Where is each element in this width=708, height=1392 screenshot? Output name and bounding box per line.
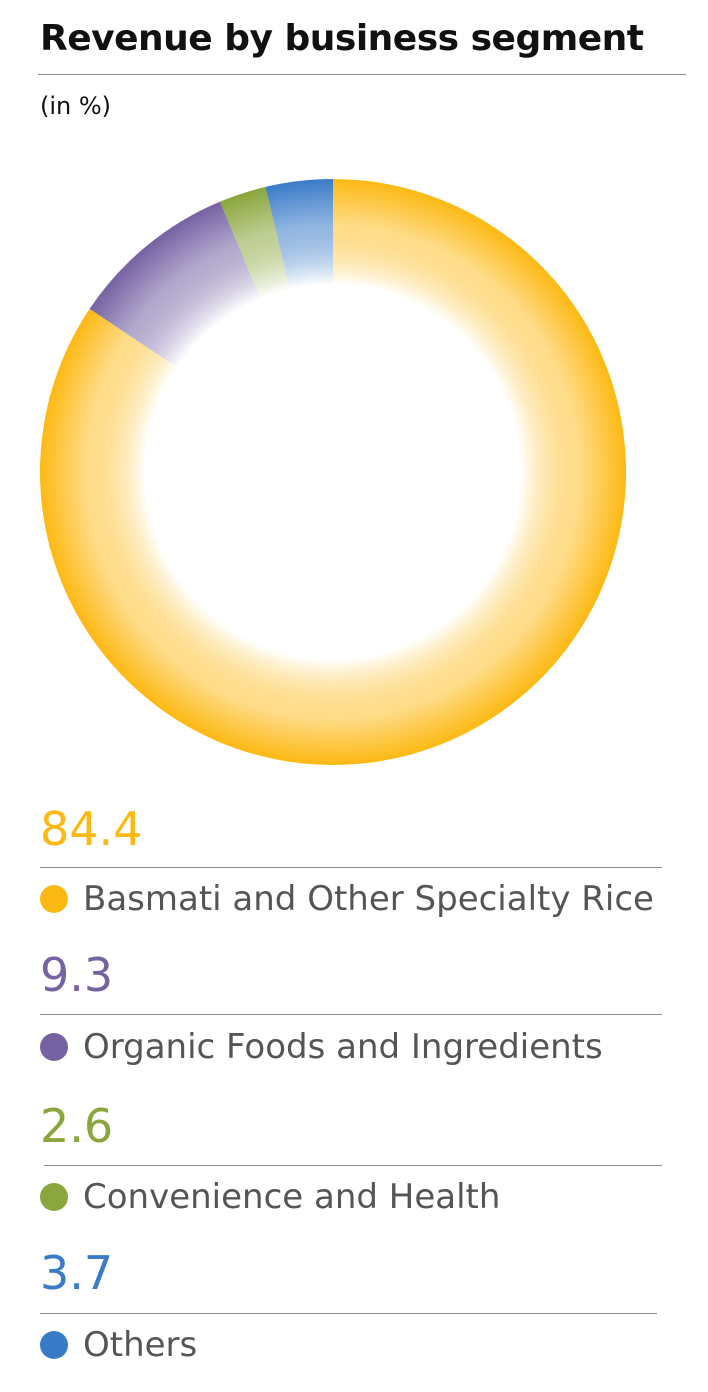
legend-divider	[40, 1313, 657, 1314]
donut-chart	[39, 179, 627, 765]
donut-slice-others	[265, 179, 333, 290]
donut-slice-basmati	[39, 179, 627, 765]
legend-value-convenience: 2.6	[40, 1099, 114, 1153]
legend-label-basmati: Basmati and Other Specialty Rice	[83, 879, 654, 919]
legend-item-others: Others	[40, 1328, 197, 1362]
legend-dot-organic	[40, 1033, 68, 1061]
chart-subtitle: (in %)	[40, 92, 112, 120]
legend-item-convenience: Convenience and Health	[40, 1180, 500, 1214]
legend-dot-basmati	[40, 885, 68, 913]
legend-value-organic: 9.3	[40, 948, 114, 1002]
legend-divider	[40, 1014, 662, 1015]
legend-item-basmati: Basmati and Other Specialty Rice	[40, 882, 654, 916]
legend-dot-convenience	[40, 1183, 68, 1211]
donut-slice-convenience	[220, 186, 290, 299]
legend-item-organic: Organic Foods and Ingredients	[40, 1030, 603, 1064]
legend-label-others: Others	[83, 1325, 198, 1365]
chart-title: Revenue by business segment	[40, 18, 644, 59]
legend-divider	[40, 867, 662, 868]
donut-slice-organic	[89, 201, 261, 368]
legend-divider	[44, 1165, 662, 1166]
legend-value-basmati: 84.4	[40, 802, 143, 856]
title-divider	[38, 74, 686, 75]
legend-value-others: 3.7	[40, 1246, 114, 1300]
legend-label-convenience: Convenience and Health	[83, 1177, 501, 1217]
legend-dot-others	[40, 1331, 68, 1359]
legend-label-organic: Organic Foods and Ingredients	[83, 1027, 603, 1067]
